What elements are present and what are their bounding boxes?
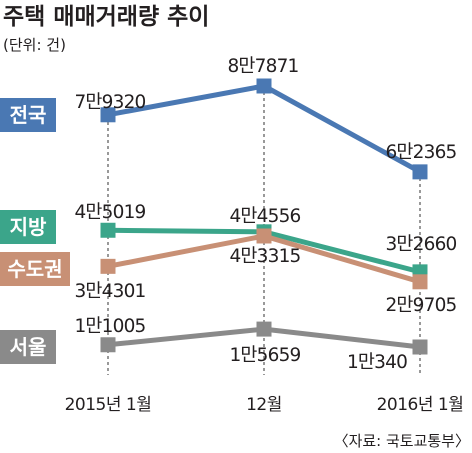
series-tag-capital-area: 수도권: [0, 252, 70, 286]
data-point-seoul-1: [100, 337, 116, 353]
series-tag-box: [0, 98, 56, 132]
data-label: 3만4301: [74, 281, 145, 302]
series-tag-label: 서울: [10, 335, 47, 359]
data-point-capital-area-1: [100, 258, 116, 274]
data-label: 6만2365: [385, 142, 456, 163]
source-note: 〈자료: 국토교통부〉: [334, 432, 470, 450]
chart-title: 주택 매매거래량 추이: [3, 4, 209, 30]
data-point-seoul-3: [412, 339, 428, 355]
data-label: 1만340: [347, 352, 407, 373]
data-label: 1만1005: [74, 316, 145, 337]
data-label: 3만2660: [385, 234, 456, 255]
data-label: 4만3315: [229, 246, 300, 267]
data-label: 1만5659: [229, 345, 300, 366]
data-label: 8만7871: [227, 56, 298, 77]
data-point-seoul-2: [256, 321, 272, 337]
series-tag-box: [0, 330, 56, 364]
data-label: 7만9320: [74, 92, 145, 113]
data-point-regional-1: [100, 222, 116, 238]
data-label: 4만5019: [74, 202, 145, 223]
data-label: 4만4556: [229, 206, 300, 227]
series-tag-label: 전국: [10, 103, 47, 127]
series-tag-nationwide: 전국: [0, 98, 56, 132]
series-tag-label: 수도권: [7, 257, 62, 281]
data-label: 2만9705: [385, 295, 456, 316]
data-point-capital-area-2: [256, 228, 272, 244]
unit-note: (단위: 건): [3, 36, 66, 54]
x-tick-label: 2016년 1월: [377, 395, 464, 415]
series-tag-label: 지방: [10, 215, 47, 239]
data-point-capital-area-3: [412, 274, 428, 290]
data-point-nationwide-2: [256, 78, 272, 94]
x-tick-label: 12월: [246, 395, 282, 415]
data-point-nationwide-3: [412, 164, 428, 180]
series-tag-box: [0, 210, 56, 244]
series-tag-seoul: 서울: [0, 330, 56, 364]
series-tag-box: [0, 252, 70, 286]
series-tag-regional: 지방: [0, 210, 56, 244]
x-tick-label: 2015년 1월: [65, 395, 152, 415]
data-point-nationwide-1: [100, 107, 116, 123]
